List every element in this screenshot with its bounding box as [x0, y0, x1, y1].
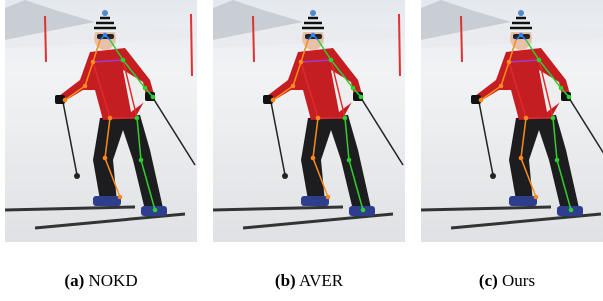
- panel-caption-text: NOKD: [88, 271, 137, 290]
- figure-page: (a) NOKD (b) AVER (c) Ours (() => { cons…: [0, 0, 603, 301]
- panel-image-a: [5, 0, 197, 242]
- panel-label: (b): [275, 271, 296, 290]
- figure-images: [0, 0, 603, 250]
- panel-caption-text: Ours: [502, 271, 535, 290]
- panel-image-c: [421, 0, 603, 242]
- panel-caption: (c) Ours: [411, 271, 603, 291]
- panel-caption: (a) NOKD: [5, 271, 197, 291]
- panel-label: (c): [479, 271, 498, 290]
- panel-label: (a): [64, 271, 84, 290]
- panel-image-b: [213, 0, 405, 242]
- panel-caption-text: AVER: [299, 271, 343, 290]
- panel-caption: (b) AVER: [213, 271, 405, 291]
